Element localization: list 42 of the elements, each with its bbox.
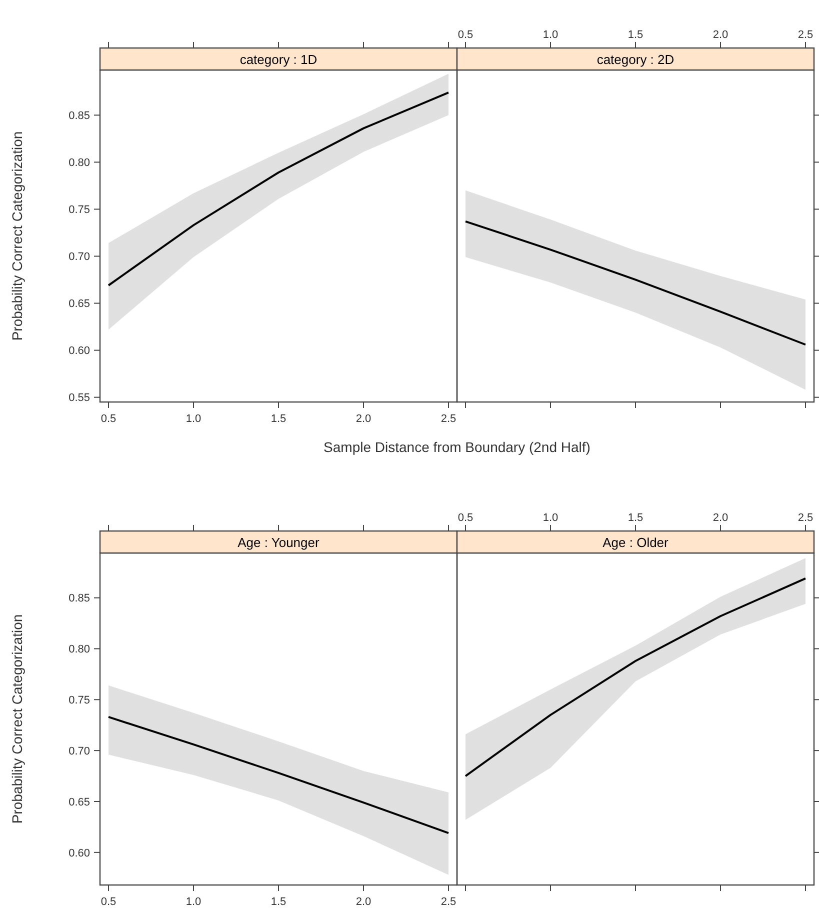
y-tick-label: 0.85 xyxy=(68,110,90,122)
line-series xyxy=(108,716,450,834)
line-series xyxy=(108,92,450,286)
x-tick-label: 0.5 xyxy=(458,29,474,41)
chart-title: Age : Younger xyxy=(238,535,320,550)
x-tick-label: 1.0 xyxy=(542,29,558,41)
x-tick-label: 2.5 xyxy=(440,413,456,425)
y-tick-label: 0.85 xyxy=(68,592,90,605)
y-tick-label: 0.80 xyxy=(68,644,90,656)
x-tick-label: 2.0 xyxy=(712,29,728,41)
y-tick-label: 0.60 xyxy=(68,847,90,860)
x-tick-label: 2.5 xyxy=(798,29,814,41)
x-tick-label: 1.0 xyxy=(542,512,558,524)
x-axis-title: Sample Distance from Boundary (2nd Half) xyxy=(324,439,590,455)
chart-title: category : 1D xyxy=(240,52,318,67)
chart-title: category : 2D xyxy=(596,52,674,67)
y-tick-label: 0.65 xyxy=(68,796,90,808)
y-axis-title: Probability Correct Categorization xyxy=(9,131,25,341)
y-tick-label: 0.80 xyxy=(68,157,90,170)
chart-title: Age : Older xyxy=(602,535,670,550)
x-tick-label: 2.0 xyxy=(356,413,372,425)
y-tick-label: 0.55 xyxy=(68,392,90,404)
y-tick-label: 0.75 xyxy=(68,694,90,706)
x-tick-label: 1.5 xyxy=(628,512,644,524)
y-axis-title: Probability Correct Categorization xyxy=(9,614,25,824)
x-tick-label: 1.0 xyxy=(186,896,202,908)
x-tick-label: 1.5 xyxy=(270,413,286,425)
x-tick-label: 0.5 xyxy=(100,896,116,908)
x-tick-label: 0.5 xyxy=(458,512,474,524)
x-tick-label: 0.5 xyxy=(100,413,116,425)
y-tick-label: 0.75 xyxy=(68,204,90,216)
y-tick-label: 0.70 xyxy=(68,745,90,758)
x-tick-label: 2.0 xyxy=(712,512,728,524)
x-tick-label: 1.5 xyxy=(628,29,644,41)
x-tick-label: 2.5 xyxy=(798,512,814,524)
x-tick-label: 2.0 xyxy=(356,896,372,908)
x-tick-label: 2.5 xyxy=(440,896,456,908)
y-tick-label: 0.65 xyxy=(68,298,90,310)
x-tick-label: 1.5 xyxy=(270,896,286,908)
y-tick-label: 0.60 xyxy=(68,345,90,358)
y-tick-label: 0.70 xyxy=(68,251,90,264)
x-tick-label: 1.0 xyxy=(186,413,202,425)
